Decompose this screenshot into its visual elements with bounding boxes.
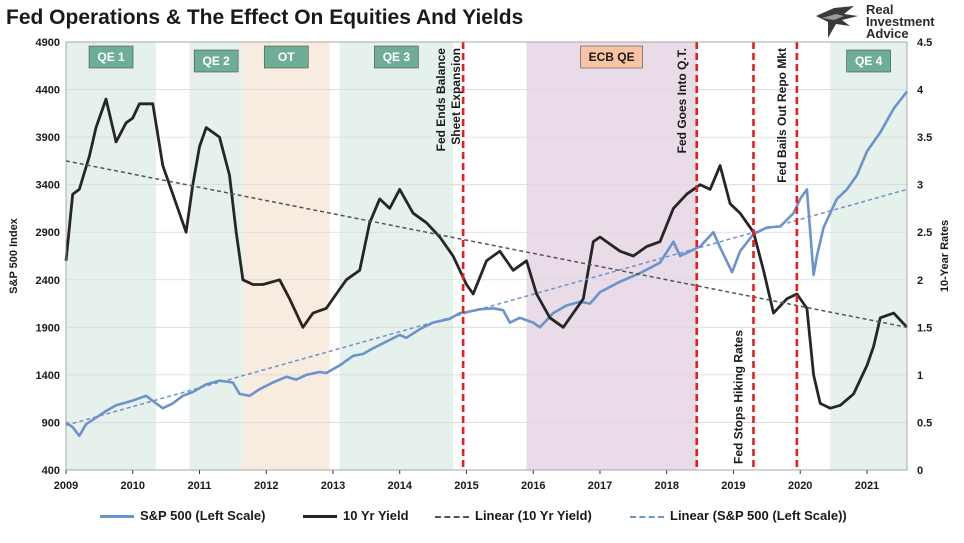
sp500-trendline xyxy=(65,188,908,427)
x-tick-label: 2011 xyxy=(188,480,212,492)
event-label: Fed Bails Out Repo Mkt xyxy=(775,48,789,183)
period-label: QE 4 xyxy=(855,54,883,68)
legend-item-linear-yield: Linear (10 Yr Yield) xyxy=(435,508,592,523)
legend: S&P 500 (Left Scale) 10 Yr Yield Linear … xyxy=(0,504,964,528)
x-tick-label: 2012 xyxy=(254,480,278,492)
shaded-period xyxy=(339,42,454,470)
period-label-box xyxy=(193,49,239,73)
legend-item-yield: 10 Yr Yield xyxy=(303,508,409,523)
y-right-tick-label: 1 xyxy=(917,370,923,382)
shaded-period xyxy=(830,42,907,470)
y-left-tick-label: 900 xyxy=(42,417,60,429)
y-right-tick-label: 2 xyxy=(917,275,923,287)
period-label: ECB QE xyxy=(589,50,635,64)
logo-line3: Advice xyxy=(866,26,909,41)
period-label: QE 1 xyxy=(97,50,125,64)
y-left-tick-label: 2400 xyxy=(36,275,60,287)
legend-swatch-linear-yield xyxy=(435,515,469,518)
event-label: Fed Ends Balance xyxy=(434,48,448,152)
y-right-tick-label: 0 xyxy=(917,465,923,477)
period-label-box xyxy=(263,45,309,69)
legend-item-linear-sp500: Linear (S&P 500 (Left Scale)) xyxy=(630,508,847,523)
shaded-period xyxy=(242,42,330,470)
logo-line2: Investment xyxy=(866,14,935,29)
x-tick-label: 2017 xyxy=(588,480,612,492)
y-right-tick-label: 4.5 xyxy=(917,37,932,49)
x-tick-label: 2021 xyxy=(855,480,879,492)
period-label-box xyxy=(88,45,134,69)
y-right-tick-label: 3.5 xyxy=(917,132,932,144)
logo: Real Investment Advice xyxy=(814,2,964,44)
shaded-period xyxy=(66,42,157,470)
period-label: OT xyxy=(278,50,295,64)
y-left-tick-label: 2900 xyxy=(36,227,60,239)
chart-title: Fed Operations & The Effect On Equities … xyxy=(6,6,524,29)
legend-swatch-linear-sp500 xyxy=(630,515,664,518)
x-tick-label: 2013 xyxy=(321,480,345,492)
legend-swatch-sp500 xyxy=(100,515,134,519)
y-left-tick-label: 400 xyxy=(42,465,60,477)
y-left-tick-label: 4900 xyxy=(36,37,60,49)
y-right-tick-label: 0.5 xyxy=(917,417,932,429)
legend-label-yield: 10 Yr Yield xyxy=(343,508,409,523)
period-label-box xyxy=(374,45,419,69)
shaded-period xyxy=(189,42,243,470)
yield-line xyxy=(64,97,909,410)
legend-label-linear-yield: Linear (10 Yr Yield) xyxy=(475,508,592,523)
y-left-tick-label: 1900 xyxy=(36,322,60,334)
y-left-tick-label: 3900 xyxy=(36,132,60,144)
x-tick-label: 2009 xyxy=(54,480,78,492)
event-label: Fed Stops Hiking Rates xyxy=(731,330,745,464)
eagle-icon xyxy=(816,6,858,38)
period-label-box xyxy=(580,45,643,69)
y-right-tick-label: 1.5 xyxy=(917,322,932,334)
y-right-tick-label: 3 xyxy=(917,180,923,192)
event-label: Fed Goes Into Q.T. xyxy=(675,48,689,153)
legend-swatch-yield xyxy=(303,515,337,519)
legend-label-sp500: S&P 500 (Left Scale) xyxy=(140,508,266,523)
x-tick-label: 2019 xyxy=(721,480,745,492)
y-left-tick-label: 3400 xyxy=(36,180,60,192)
y-left-tick-label: 1400 xyxy=(36,370,60,382)
yield-trendline xyxy=(65,160,908,329)
y-right-axis-label: 10-Year Rates xyxy=(939,220,951,292)
period-label: QE 2 xyxy=(202,54,230,68)
legend-label-linear-sp500: Linear (S&P 500 (Left Scale)) xyxy=(670,508,847,523)
plot-border xyxy=(65,41,908,471)
x-tick-label: 2020 xyxy=(788,480,812,492)
x-tick-label: 2010 xyxy=(121,480,145,492)
legend-item-sp500: S&P 500 (Left Scale) xyxy=(100,508,265,523)
period-label: QE 3 xyxy=(383,50,411,64)
logo-line1: Real xyxy=(866,2,894,17)
shaded-period xyxy=(526,42,697,470)
y-left-axis-label: S&P 500 Index xyxy=(8,217,20,293)
x-tick-label: 2014 xyxy=(387,480,412,492)
event-label: Sheet Expansion xyxy=(449,48,463,145)
x-tick-label: 2018 xyxy=(654,480,678,492)
y-left-tick-label: 4400 xyxy=(36,85,60,97)
x-tick-label: 2015 xyxy=(454,480,478,492)
period-label-box xyxy=(846,49,891,73)
y-right-tick-label: 4 xyxy=(917,85,924,97)
x-tick-label: 2016 xyxy=(521,480,545,492)
logo-text: Real Investment Advice xyxy=(866,2,935,41)
y-right-tick-label: 2.5 xyxy=(917,227,932,239)
